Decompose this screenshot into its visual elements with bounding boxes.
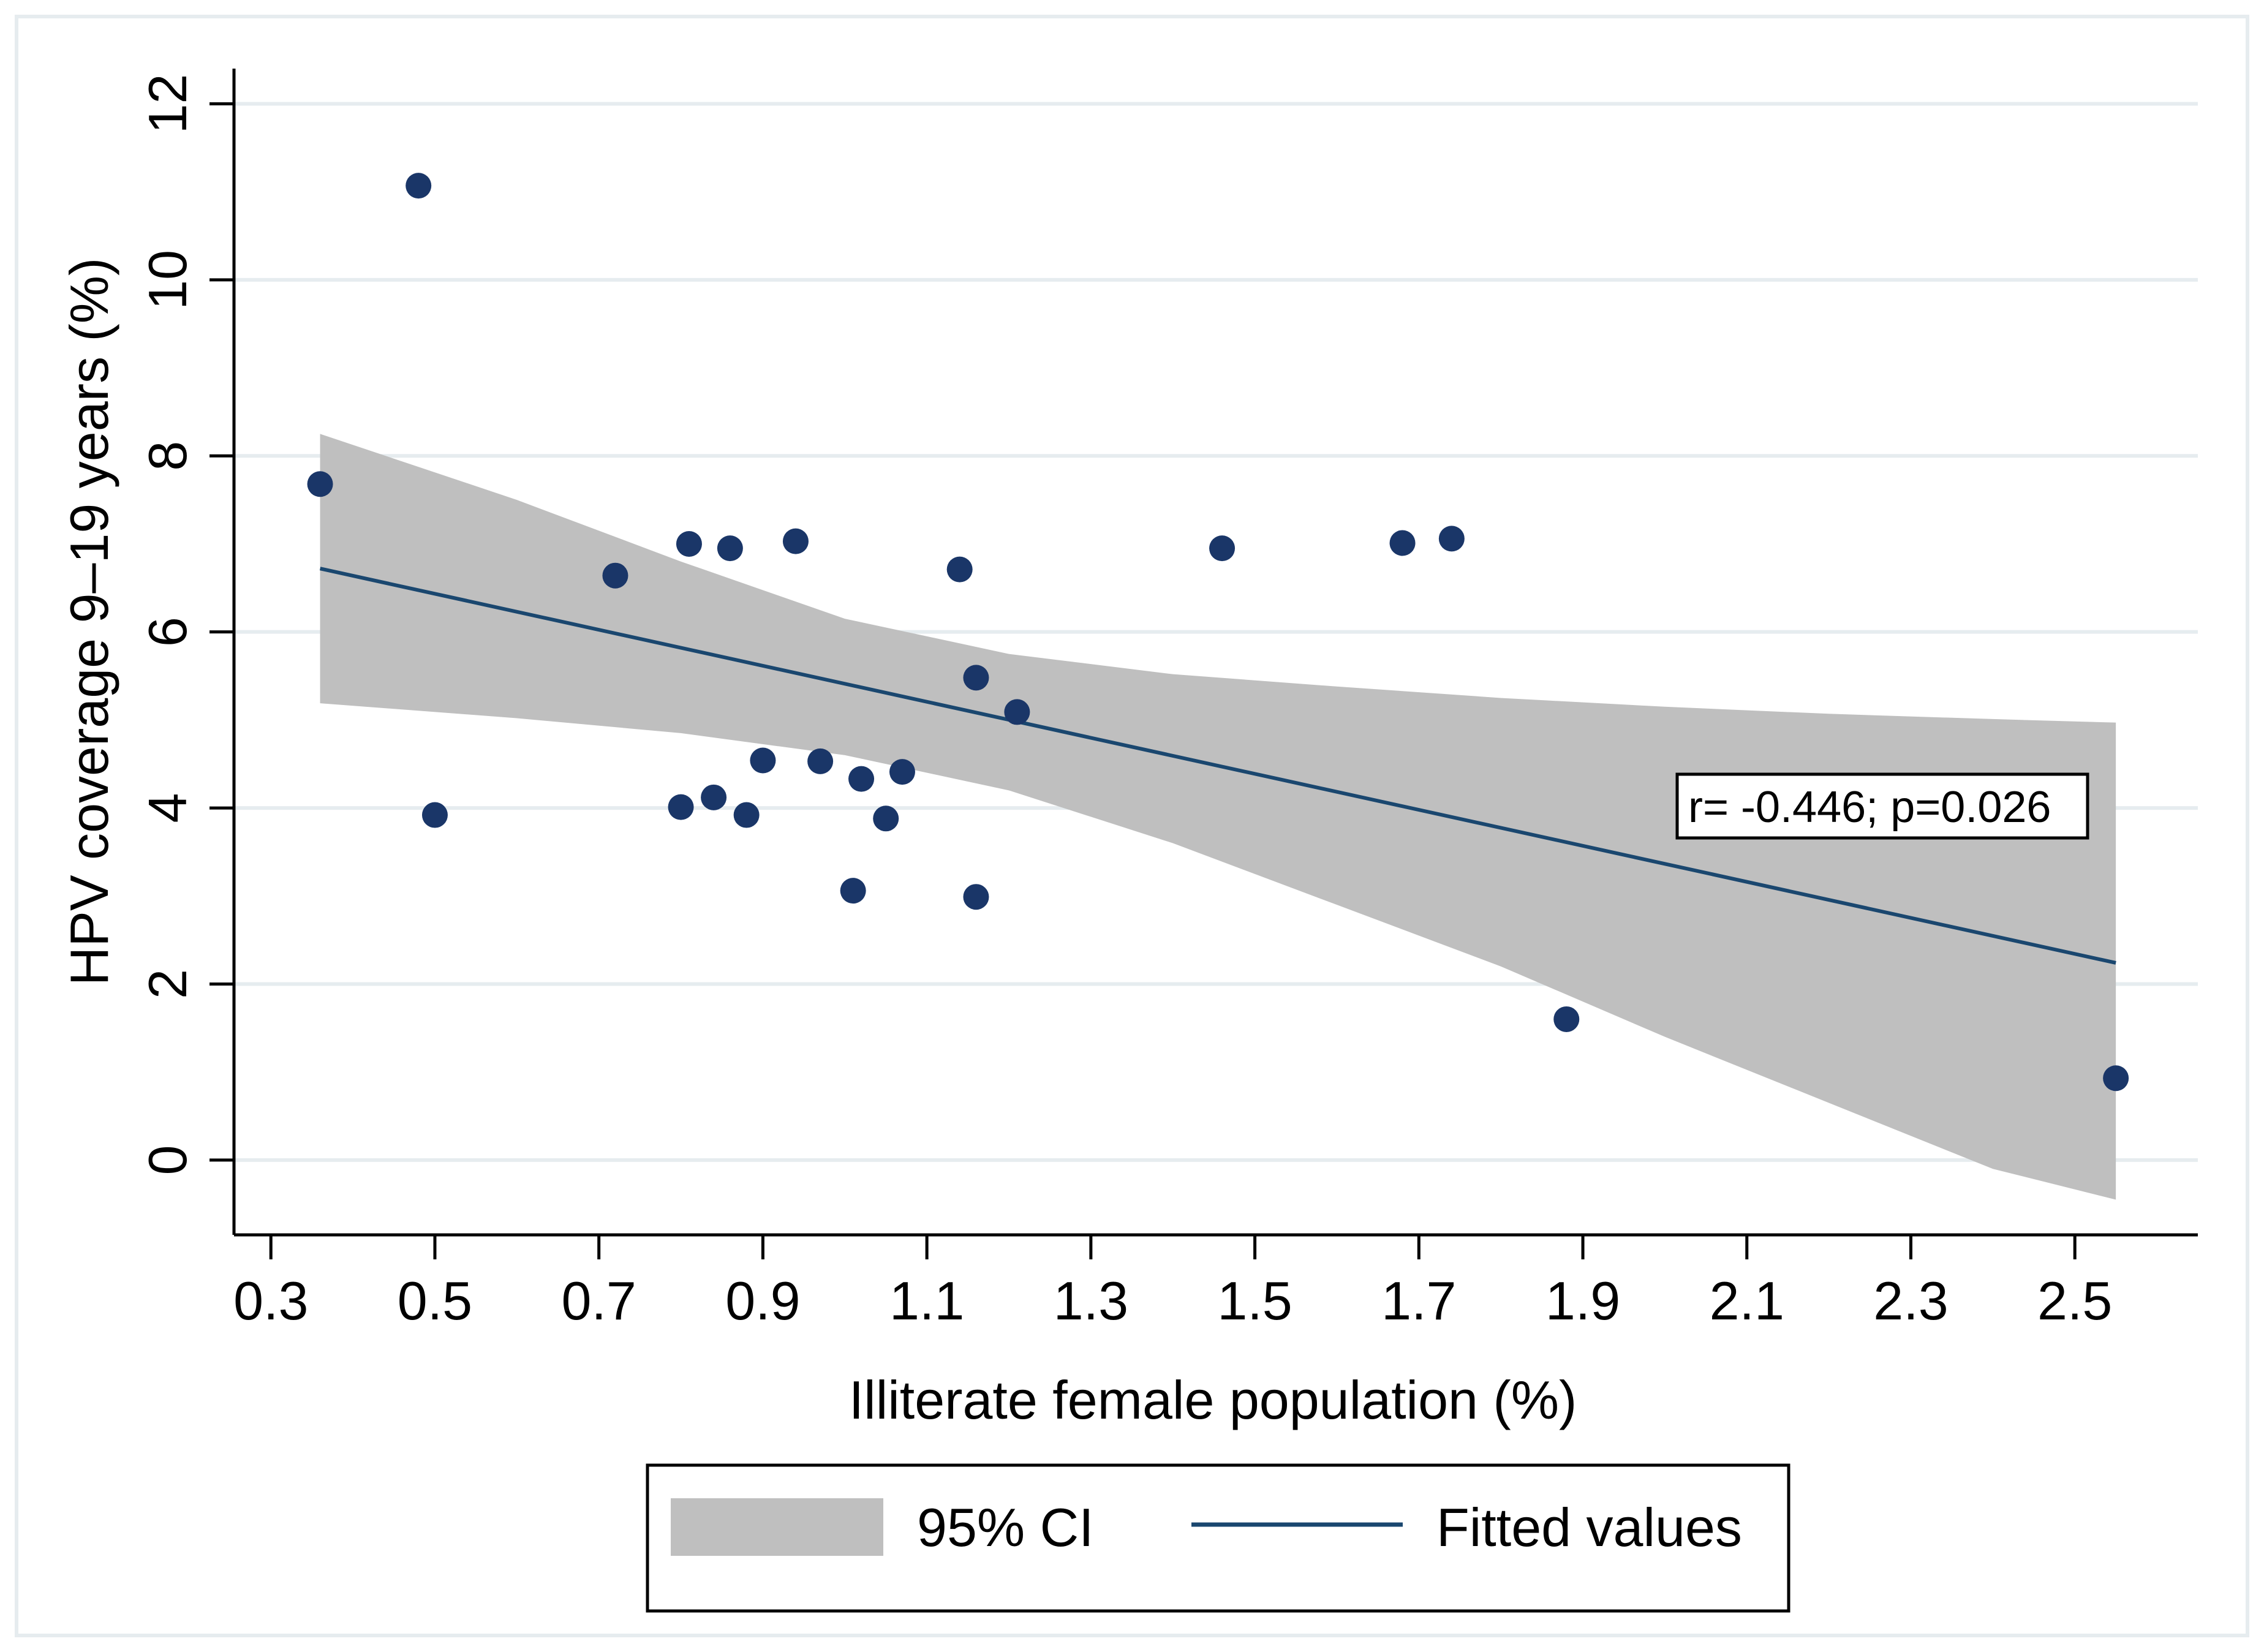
x-axis-title: Illiterate female population (%)	[849, 1370, 1577, 1430]
data-point-6	[701, 784, 727, 810]
x-tick-label-7: 1.7	[1381, 1270, 1456, 1331]
y-ticks: 0 2 4 6 8 10 12	[137, 74, 234, 1175]
x-tick-label-8: 1.9	[1545, 1270, 1620, 1331]
data-point-22	[1438, 526, 1465, 552]
legend: 95% CI Fitted values	[646, 1463, 1790, 1613]
x-tick-label-4: 1.1	[889, 1270, 964, 1331]
y-tick-label-3: 6	[137, 617, 198, 647]
x-tick-label-9: 2.1	[1710, 1270, 1784, 1331]
x-ticks: 0.3 0.5 0.7 0.9 1.1 1.3 1.5 1.7 1.9 2.1 2.3 2.5	[233, 1235, 2112, 1331]
data-point-17	[963, 665, 989, 691]
outer-frame	[15, 15, 2249, 1637]
data-point-18	[963, 884, 989, 910]
data-point-21	[1389, 530, 1416, 556]
data-point-13	[848, 766, 875, 792]
y-tick-label-6: 12	[137, 74, 198, 134]
legend-ci-swatch	[671, 1498, 883, 1556]
data-point-14	[873, 805, 899, 832]
fitted-line	[319, 567, 2116, 965]
data-point-12	[840, 878, 866, 904]
y-tick-label-4: 8	[137, 441, 198, 471]
data-point-2	[421, 802, 448, 828]
data-point-19	[1004, 699, 1030, 725]
y-axis-title: HPV coverage 9–19 years (%)	[59, 258, 119, 986]
data-point-1	[406, 173, 432, 199]
annotation-text: r= -0.446; p=0.026	[1688, 783, 2051, 832]
data-point-8	[733, 802, 760, 828]
data-point-9	[750, 747, 776, 774]
data-point-11	[807, 748, 834, 774]
data-point-3	[602, 562, 628, 589]
y-tick-label-1: 2	[137, 969, 198, 999]
x-tick-label-3: 0.9	[725, 1270, 800, 1331]
legend-ci-label: 95% CI	[917, 1497, 1094, 1558]
x-tick-label-2: 0.7	[562, 1270, 636, 1331]
data-point-16	[946, 556, 973, 583]
annotation-frame	[1675, 772, 2089, 840]
x-tick-label-10: 2.3	[1873, 1270, 1948, 1331]
ci-band	[320, 434, 2116, 1200]
data-point-15	[889, 759, 915, 785]
data-point-5	[676, 530, 702, 557]
x-tick-label-5: 1.3	[1054, 1270, 1128, 1331]
data-point-7	[717, 535, 743, 562]
y-tick-label-5: 10	[137, 250, 198, 310]
data-point-10	[782, 528, 809, 554]
legend-fitted-label: Fitted values	[1436, 1497, 1742, 1558]
x-tick-label-0: 0.3	[233, 1270, 308, 1331]
data-point-20	[1209, 535, 1236, 562]
data-point-24	[2103, 1065, 2129, 1092]
x-tick-label-6: 1.5	[1217, 1270, 1292, 1331]
annotation-box: r= -0.446; p=0.026	[1675, 772, 2089, 840]
x-tick-label-11: 2.5	[2037, 1270, 2112, 1331]
data-point-4	[668, 794, 694, 820]
x-tick-label-1: 0.5	[398, 1270, 472, 1331]
y-tick-label-0: 0	[137, 1145, 198, 1175]
data-points	[307, 173, 2129, 1092]
y-tick-label-2: 4	[137, 793, 198, 823]
data-point-0	[307, 471, 333, 497]
data-point-23	[1553, 1006, 1580, 1032]
